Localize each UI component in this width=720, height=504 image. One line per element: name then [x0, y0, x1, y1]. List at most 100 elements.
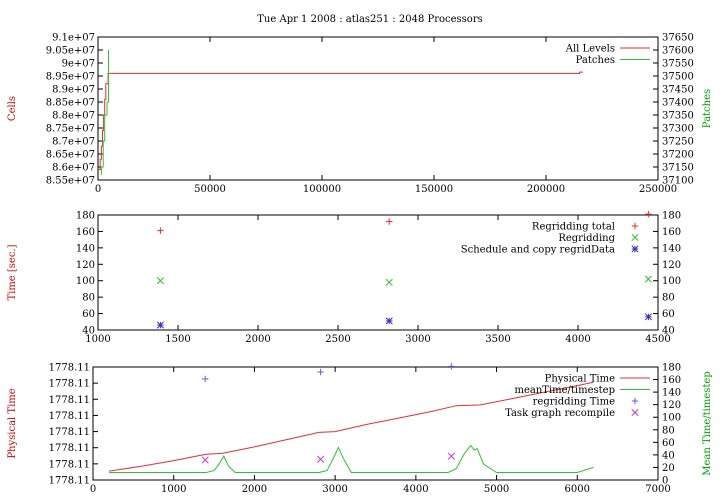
y-tick-label: 1778.11 — [49, 363, 90, 374]
y2-tick-label: 140 — [662, 388, 681, 399]
panel-physical-time: 0 1000 2000 3000 4000 5000 6000 70001778.111778… — [7, 363, 713, 496]
x-tick-label: 1000 — [85, 334, 110, 345]
plot-frame — [97, 36, 659, 181]
x-tick-label: 2000 — [245, 334, 270, 345]
plot-frame — [97, 214, 659, 331]
y-tick-label: 60 — [82, 309, 95, 320]
y-tick-label: 8.95e+07 — [46, 72, 95, 83]
y2-tick-label: 180 — [662, 211, 681, 222]
y-tick-label: 9.05e+07 — [46, 46, 95, 57]
y-tick-label: 8.75e+07 — [46, 124, 95, 135]
data-point — [386, 218, 393, 225]
legend-label: Schedule and copy regridData — [461, 245, 615, 256]
legend-label: Task graph recompile — [505, 408, 615, 419]
y2-tick-label: 37650 — [662, 33, 694, 44]
y2-tick-label: 40 — [662, 450, 675, 461]
y-axis-label: Time [sec.] — [7, 244, 18, 300]
y-tick-label: 160 — [76, 227, 95, 238]
y2-tick-label: 0 — [662, 476, 668, 487]
y-tick-label: 1778.11 — [49, 427, 90, 438]
x-tick-label: 2500 — [325, 334, 350, 345]
y2-tick-label: 120 — [662, 260, 681, 271]
y2-axis-label: Patches — [702, 89, 713, 128]
x-tick-label: 0 — [95, 184, 101, 195]
legend-label: All Levels — [565, 44, 615, 55]
y2-tick-label: 37250 — [662, 137, 694, 148]
legend-label: Regridding total — [532, 222, 615, 233]
data-point — [447, 452, 455, 460]
y2-tick-label: 160 — [662, 375, 681, 386]
series-line — [100, 50, 109, 175]
y-tick-label: 1778.11 — [49, 443, 90, 454]
x-tick-label: 5000 — [484, 484, 509, 495]
y2-tick-label: 60 — [662, 309, 675, 320]
x-tick-label: 100000 — [303, 184, 341, 195]
legend-marker — [631, 397, 639, 405]
y-tick-label: 100 — [76, 276, 95, 287]
x-tick-label: 3000 — [405, 334, 430, 345]
series-line — [109, 381, 594, 472]
data-point — [201, 456, 209, 464]
y-axis-label: Cells — [7, 96, 18, 121]
x-tick-label: 4000 — [403, 484, 428, 495]
x-tick-label: 4000 — [565, 334, 590, 345]
y2-tick-label: 120 — [662, 400, 681, 411]
y2-tick-label: 37200 — [662, 150, 694, 161]
y2-tick-label: 37150 — [662, 163, 694, 174]
y-tick-label: 140 — [76, 243, 95, 254]
x-tick-label: 0 — [90, 484, 96, 495]
y-tick-label: 8.55e+07 — [46, 176, 95, 187]
y-tick-label: 8.6e+07 — [52, 163, 95, 174]
y2-tick-label: 100 — [662, 413, 681, 424]
legend-label: Physical Time — [545, 374, 615, 385]
data-point — [201, 375, 209, 383]
data-point — [317, 455, 325, 463]
y-tick-label: 1778.11 — [49, 476, 90, 487]
x-tick-label: 1000 — [161, 484, 186, 495]
y-tick-label: 8.8e+07 — [52, 111, 95, 122]
series-line — [98, 71, 583, 171]
legend-marker — [631, 408, 639, 417]
x-tick-label: 50000 — [194, 184, 226, 195]
y-tick-label: 8.85e+07 — [46, 98, 95, 109]
legend-marker — [631, 222, 639, 230]
x-tick-label: 4500 — [645, 334, 670, 345]
data-point — [645, 210, 652, 218]
data-point — [385, 317, 393, 325]
y2-tick-label: 160 — [662, 227, 681, 238]
y2-tick-label: 37550 — [662, 59, 694, 70]
data-point — [156, 277, 164, 285]
plot-frame — [92, 366, 659, 481]
x-tick-label: 6000 — [565, 484, 590, 495]
y2-tick-label: 37600 — [662, 46, 694, 57]
y-tick-label: 1778.11 — [49, 411, 90, 422]
legend-marker — [631, 245, 639, 253]
y2-tick-label: 20 — [662, 463, 675, 474]
figure-title: Tue Apr 1 2008 : atlas251 : 2048 Process… — [257, 14, 482, 25]
y-tick-label: 40 — [82, 326, 95, 337]
data-point — [644, 275, 652, 283]
x-tick-label: 150000 — [415, 184, 453, 195]
data-point — [448, 363, 455, 370]
legend-marker — [631, 233, 639, 242]
panel-cells-patches: 0 50000 100000 150000 200000 250000 8.55e+07 8.… — [7, 33, 713, 196]
y-tick-label: 9.1e+07 — [52, 33, 95, 44]
y2-tick-label: 37300 — [662, 124, 694, 135]
data-point — [156, 321, 164, 329]
y2-tick-label: 37400 — [662, 98, 694, 109]
x-tick-label: 2000 — [242, 484, 267, 495]
y2-axis-label: Mean Time/timestep — [702, 371, 713, 475]
x-tick-label: 1500 — [165, 334, 190, 345]
legend-label: Patches — [576, 55, 615, 66]
y2-tick-label: 37450 — [662, 85, 694, 96]
y-tick-label: 8.65e+07 — [46, 150, 95, 161]
x-tick-label: 7000 — [645, 484, 670, 495]
y-tick-label: 1778.11 — [49, 379, 90, 390]
y-tick-label: 8.9e+07 — [52, 85, 95, 96]
x-tick-label: 3000 — [322, 484, 347, 495]
y2-tick-label: 80 — [662, 425, 675, 436]
y2-tick-label: 37100 — [662, 176, 694, 187]
y-tick-label: 180 — [76, 211, 95, 222]
y2-tick-label: 100 — [662, 276, 681, 287]
